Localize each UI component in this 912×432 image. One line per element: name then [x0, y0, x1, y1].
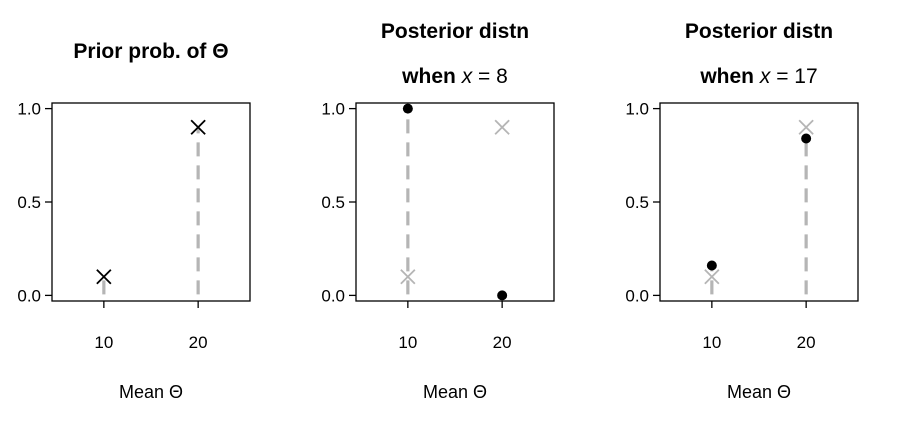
cross-stroke — [190, 119, 206, 135]
y-tick-label: 1.0 — [321, 100, 345, 119]
data-point-dot — [402, 103, 413, 114]
title-prefix: when — [401, 65, 462, 88]
panel-2: Posterior distn when x = 8 0.0 0.5 1.0 10 20 Me… — [321, 20, 555, 402]
plot-frame — [355, 102, 555, 302]
chart-title-line1: Posterior distn — [381, 20, 529, 43]
y-tick-label: 1.0 — [625, 100, 649, 119]
y-tick-label: 0.5 — [625, 193, 649, 212]
x-axis-label: Mean Θ — [119, 382, 183, 402]
chart-title-line2: when x = 8 — [401, 65, 508, 88]
chart-title-line2: when x = 17 — [699, 65, 817, 88]
x-tick-label: 10 — [702, 333, 721, 352]
cross-stroke — [96, 269, 112, 285]
data-point-cross — [400, 269, 416, 285]
panel-1: Prior prob. of Θ 0.0 0.5 1.0 10 20 Mean Θ — [17, 40, 251, 402]
title-suffix: = 17 — [770, 65, 817, 88]
x-tick-label: 20 — [189, 333, 208, 352]
y-tick-label: 0.5 — [17, 193, 41, 212]
y-tick-label: 0.5 — [321, 193, 345, 212]
cross-stroke — [704, 269, 720, 285]
data-point-dot — [706, 260, 717, 271]
y-tick-label: 0.0 — [321, 286, 345, 305]
plot-frame — [659, 102, 859, 302]
x-tick-label: 10 — [398, 333, 417, 352]
y-tick-label: 0.0 — [625, 286, 649, 305]
x-axis-label: Mean Θ — [423, 382, 487, 402]
cross-stroke — [494, 119, 510, 135]
data-point-cross — [494, 119, 510, 135]
title-variable: x — [759, 65, 772, 88]
x-axis-label: Mean Θ — [727, 382, 791, 402]
y-tick-label: 0.0 — [17, 286, 41, 305]
data-point-dot — [801, 133, 812, 144]
data-point-cross — [190, 119, 206, 135]
x-tick-label: 20 — [797, 333, 816, 352]
cross-stroke — [798, 119, 814, 135]
plot-frame — [51, 102, 251, 302]
chart-title: Prior prob. of Θ — [73, 40, 228, 63]
title-prefix: when — [699, 65, 760, 88]
data-point-cross — [798, 119, 814, 135]
data-point-cross — [96, 269, 112, 285]
chart-title-line1: Posterior distn — [685, 20, 833, 43]
data-point-cross — [704, 269, 720, 285]
panel-3: Posterior distn when x = 17 0.0 0.5 1.0 10 20 M… — [625, 20, 859, 402]
y-tick-label: 1.0 — [17, 100, 41, 119]
title-suffix: = 8 — [472, 65, 508, 88]
cross-stroke — [400, 269, 416, 285]
x-tick-label: 20 — [493, 333, 512, 352]
data-point-dot — [497, 290, 508, 301]
x-tick-label: 10 — [94, 333, 113, 352]
title-variable: x — [461, 65, 474, 88]
